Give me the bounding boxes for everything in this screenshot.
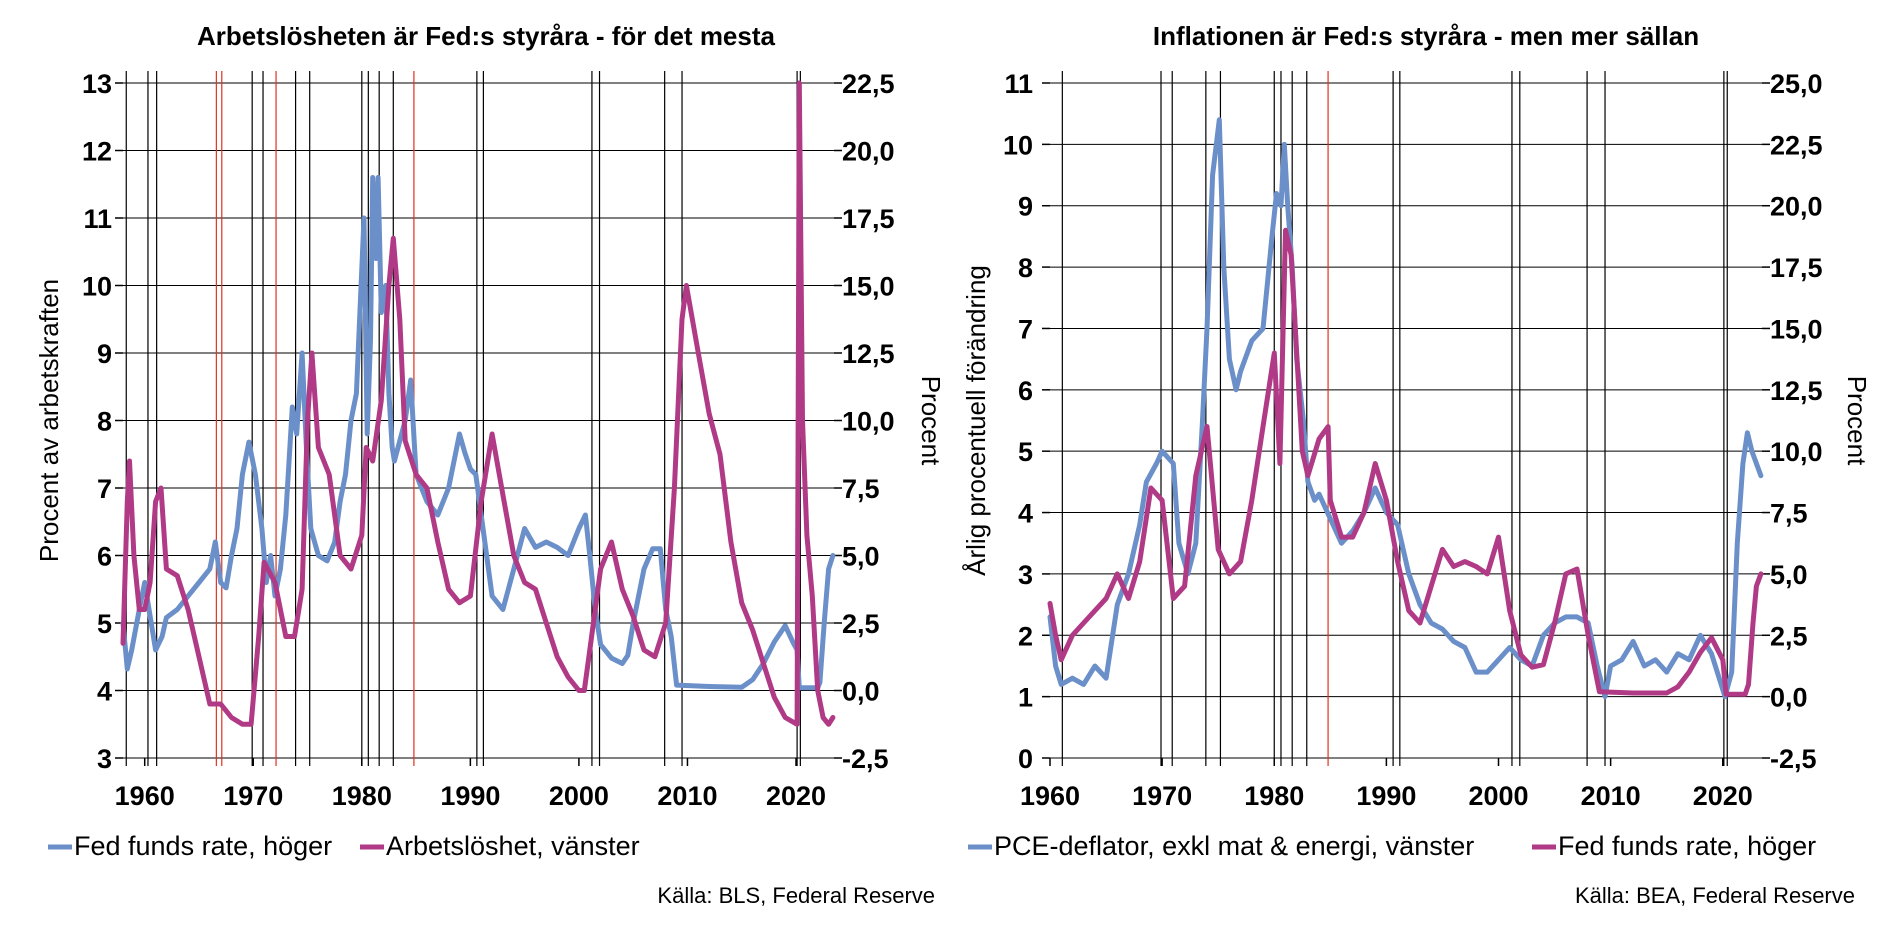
right-axis-label: Procent — [916, 376, 946, 466]
left-tick-label: 9 — [97, 339, 112, 369]
legend-label: PCE-deflator, exkl mat & energi, vänster — [994, 831, 1474, 861]
x-tick-label: 1980 — [1244, 781, 1304, 811]
right-tick-label: 20,0 — [1770, 192, 1823, 222]
legend-label: Arbetslöshet, vänster — [386, 831, 640, 861]
right-tick-label: 7,5 — [842, 474, 880, 504]
right-tick-label: 10,0 — [842, 407, 895, 437]
right-tick-label: 15,0 — [842, 272, 895, 302]
source-note: Källa: BLS, Federal Reserve — [657, 883, 935, 908]
right-tick-label: 17,5 — [842, 204, 895, 234]
right-tick-label: 7,5 — [1770, 499, 1808, 529]
left-tick-label: 1 — [1018, 683, 1033, 713]
x-tick-label: 1990 — [440, 781, 500, 811]
left-tick-label: 5 — [1018, 437, 1033, 467]
left-tick-label: 11 — [83, 204, 112, 234]
source-note: Källa: BEA, Federal Reserve — [1575, 883, 1855, 908]
right-tick-label: 17,5 — [1770, 253, 1823, 283]
x-tick-label: 1960 — [1020, 781, 1080, 811]
left-tick-label: 10 — [82, 272, 112, 302]
legend-label: Fed funds rate, höger — [1558, 831, 1816, 861]
x-tick-label: 2000 — [1468, 781, 1528, 811]
left-tick-label: 9 — [1018, 192, 1033, 222]
legend-label: Fed funds rate, höger — [74, 831, 332, 861]
right-tick-label: 15,0 — [1770, 314, 1823, 344]
left-tick-label: 2 — [1018, 621, 1033, 651]
x-tick-label: 1970 — [1132, 781, 1192, 811]
left-tick-label: 11 — [1004, 69, 1033, 99]
x-tick-label: 2020 — [1693, 781, 1753, 811]
right-tick-label: 0,0 — [842, 677, 880, 707]
right-tick-label: 5,0 — [842, 542, 880, 572]
left-tick-label: 7 — [1018, 314, 1033, 344]
left-tick-label: 4 — [97, 677, 112, 707]
right-tick-label: 10,0 — [1770, 437, 1823, 467]
chart-title: Inflationen är Fed:s styråra - men mer s… — [1153, 21, 1699, 51]
right-tick-label: 0,0 — [1770, 683, 1808, 713]
series-line-1 — [120, 175, 836, 691]
x-tick-label: 1990 — [1356, 781, 1416, 811]
chart-panel-2: 0 1 2 3 4 5 6 7 8 9 10 11 -2,5 0,0 2,5 5,0 7,5 10,0 12,5 15… — [961, 21, 1872, 908]
left-axis-label: Procent av arbetskraften — [34, 279, 64, 562]
right-axis-label: Procent — [1842, 376, 1872, 466]
x-tick-label: 1980 — [332, 781, 392, 811]
left-tick-label: 13 — [82, 69, 112, 99]
x-tick-label: 2020 — [766, 781, 826, 811]
right-tick-label: 25,0 — [1770, 69, 1823, 99]
series-line-2 — [120, 80, 836, 727]
left-tick-label: 12 — [82, 137, 112, 167]
series-line-1 — [1047, 117, 1764, 700]
right-tick-label: 20,0 — [842, 137, 895, 167]
left-tick-label: 7 — [97, 474, 112, 504]
right-tick-label: 22,5 — [1770, 130, 1823, 160]
chart-panel-1: 3 4 5 6 7 8 9 10 11 12 13 -2,5 0,0 2,5 5,0 7,5 10,0 12,5 1… — [34, 21, 946, 908]
x-tick-label: 2010 — [1581, 781, 1641, 811]
left-tick-label: 6 — [97, 542, 112, 572]
left-tick-label: 4 — [1018, 499, 1033, 529]
right-tick-label: 12,5 — [1770, 376, 1823, 406]
series-line-2 — [1047, 227, 1764, 697]
left-tick-label: 0 — [1018, 744, 1033, 774]
x-tick-label: 1970 — [223, 781, 283, 811]
right-tick-label: -2,5 — [842, 744, 889, 774]
right-tick-label: 2,5 — [842, 609, 880, 639]
right-tick-label: 5,0 — [1770, 560, 1808, 590]
left-tick-label: 3 — [97, 744, 112, 774]
legend: Fed funds rate, höger Arbetslöshet, vänst… — [48, 831, 640, 861]
x-tick-label: 2010 — [657, 781, 717, 811]
legend: PCE-deflator, exkl mat & energi, vänster… — [968, 831, 1816, 861]
right-tick-label: 22,5 — [842, 69, 895, 99]
right-tick-label: 12,5 — [842, 339, 895, 369]
right-tick-label: -2,5 — [1770, 744, 1817, 774]
right-tick-label: 2,5 — [1770, 621, 1808, 651]
left-tick-label: 10 — [1003, 130, 1033, 160]
chart-title: Arbetslösheten är Fed:s styråra - för de… — [197, 21, 775, 51]
left-tick-label: 3 — [1018, 560, 1033, 590]
x-tick-label: 1960 — [115, 781, 175, 811]
left-axis-label: Årlig procentuell förändring — [961, 265, 991, 576]
x-tick-label: 2000 — [549, 781, 609, 811]
left-tick-label: 5 — [97, 609, 112, 639]
left-tick-label: 6 — [1018, 376, 1033, 406]
left-tick-label: 8 — [1018, 253, 1033, 283]
left-tick-label: 8 — [97, 407, 112, 437]
